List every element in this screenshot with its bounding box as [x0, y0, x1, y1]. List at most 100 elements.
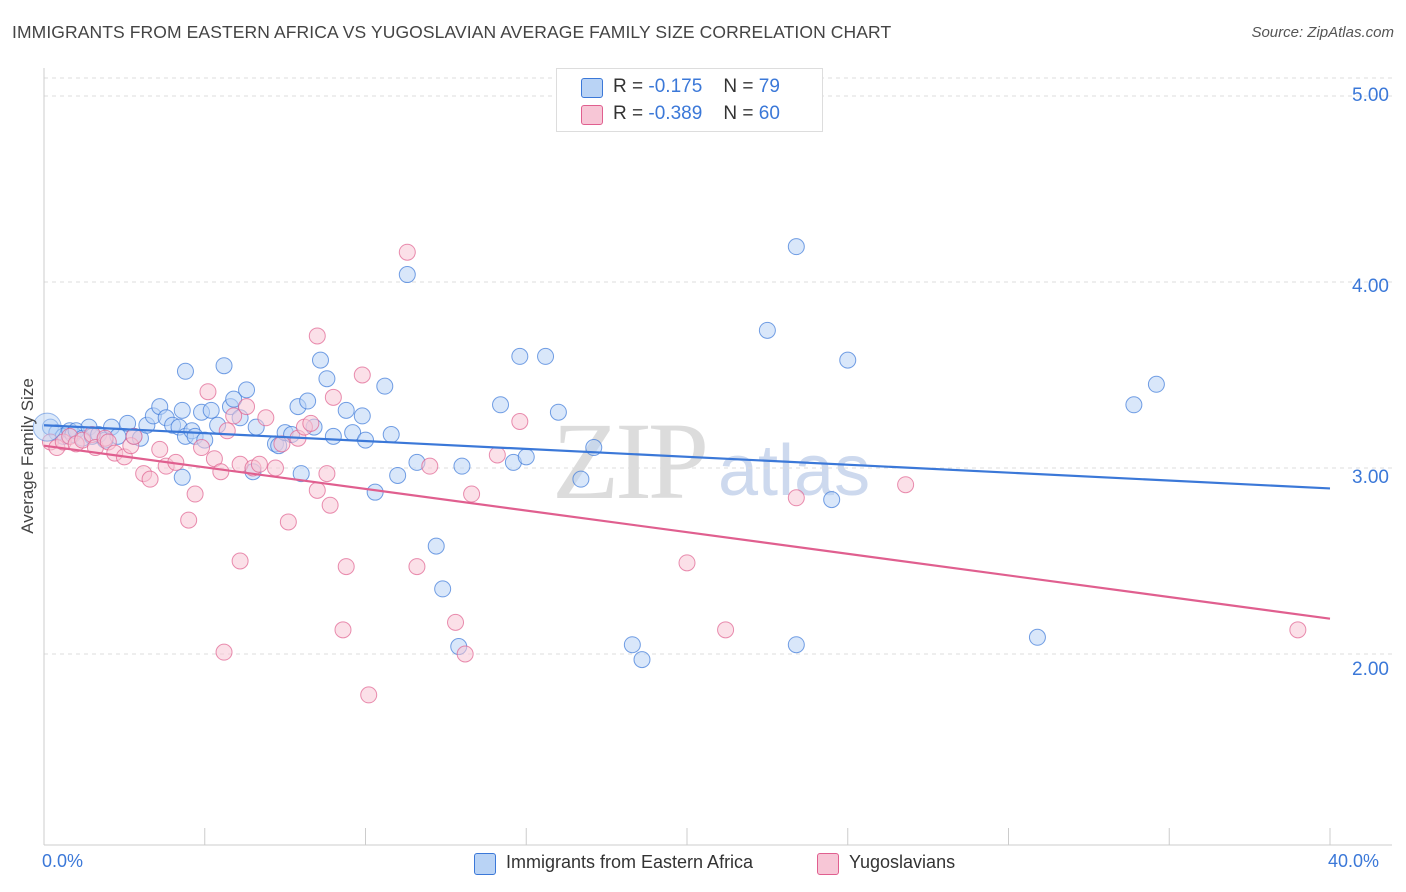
eastern-africa-point	[202, 401, 220, 419]
yugoslavian-point	[456, 645, 474, 663]
yugoslavian-point	[408, 558, 426, 576]
yugoslavian-point	[353, 366, 371, 384]
eastern-africa-point	[511, 347, 529, 365]
source-label: Source: ZipAtlas.com	[1251, 24, 1394, 41]
pink-swatch-icon	[817, 853, 839, 875]
yugoslavian-point	[141, 470, 159, 488]
eastern-africa-point	[337, 401, 355, 419]
yugoslavian-point	[787, 489, 805, 507]
yugoslavian-point	[717, 621, 735, 639]
legend-label: Yugoslavians	[849, 852, 956, 872]
n-label: N =	[723, 103, 754, 124]
yugoslavian-point	[231, 552, 249, 570]
blue-swatch-icon	[474, 853, 496, 875]
eastern-africa-point	[517, 448, 535, 466]
yugoslavian-point	[250, 455, 268, 473]
eastern-africa-point	[1028, 628, 1046, 646]
yugoslavian-point	[193, 439, 211, 457]
yugoslavian-point	[511, 413, 529, 430]
yugoslavian-point	[180, 511, 198, 529]
eastern-africa-point	[366, 483, 384, 501]
eastern-africa-point	[492, 396, 510, 414]
yugoslavian-point	[279, 513, 297, 531]
yugoslavian-point	[308, 481, 326, 499]
watermark-zip: ZIP	[552, 400, 709, 522]
r-value: -0.389	[648, 103, 703, 124]
yugoslavian-point	[463, 485, 481, 503]
yugoslavian-point	[238, 398, 256, 416]
y-tick-label-3: 3.00	[1352, 467, 1389, 488]
eastern-africa-point	[176, 362, 194, 380]
yugoslavian-point	[421, 457, 439, 475]
eastern-africa-point	[572, 470, 590, 488]
eastern-africa-point	[1147, 375, 1165, 393]
eastern-africa-point	[758, 321, 776, 339]
yugoslavian-point	[318, 465, 336, 483]
n-label: N =	[723, 76, 754, 97]
n-value: 60	[758, 103, 780, 124]
eastern-africa-point	[299, 392, 317, 410]
eastern-africa-point	[434, 580, 452, 598]
eastern-africa-point	[398, 266, 416, 284]
yugoslavian-point	[218, 422, 236, 440]
yugoslavian-point	[488, 446, 506, 464]
legend-label: Immigrants from Eastern Africa	[506, 852, 754, 872]
eastern-africa-point	[215, 357, 233, 375]
eastern-africa-point	[324, 427, 342, 445]
n-value: 79	[758, 76, 780, 97]
eastern-africa-point	[173, 401, 191, 419]
eastern-africa-point	[787, 238, 805, 256]
eastern-africa-point	[353, 407, 371, 425]
y-tick-label-2: 2.00	[1352, 659, 1389, 680]
y-tick-label-4: 4.00	[1352, 276, 1389, 297]
x-tick-label-min: 0.0%	[42, 851, 84, 871]
yugoslavian-point	[199, 383, 217, 401]
yugoslavian-trendline	[43, 444, 1331, 620]
eastern-africa-point	[225, 390, 243, 408]
yugoslavian-point	[1289, 621, 1307, 639]
yugoslavian-point	[897, 476, 915, 494]
yugoslavian-point	[360, 686, 378, 704]
eastern-africa-point	[238, 381, 256, 399]
yugoslavian-point	[212, 463, 230, 481]
yugoslavian-point	[447, 613, 465, 631]
eastern-africa-point	[1125, 396, 1143, 414]
eastern-africa-point	[633, 651, 651, 669]
eastern-africa-point	[173, 468, 191, 486]
eastern-africa-point	[787, 636, 805, 654]
yugoslavian-point	[125, 427, 143, 445]
eastern-africa-point	[427, 537, 445, 555]
y-tick-label-5: 5.00	[1352, 85, 1389, 106]
yugoslavian-point	[215, 643, 233, 661]
yugoslavian-point	[151, 440, 169, 458]
eastern-africa-point	[823, 491, 841, 509]
eastern-africa-point	[537, 347, 555, 365]
eastern-africa-point	[292, 465, 310, 483]
eastern-africa-point	[389, 466, 407, 484]
yugoslavian-point	[308, 327, 326, 345]
r-label: R =	[613, 76, 644, 97]
yugoslavian-point	[337, 558, 355, 576]
y-axis-label: Average Family Size	[18, 378, 37, 534]
yugoslavian-point	[334, 621, 352, 639]
eastern-africa-trendline	[43, 424, 1331, 490]
yugoslavian-point	[266, 459, 284, 477]
stats-legend: R = -0.175 N = 79 R = -0.389 N = 60	[556, 68, 823, 132]
yugoslavian-point	[257, 409, 275, 427]
eastern-africa-point	[376, 377, 394, 395]
yugoslavian-point	[321, 496, 339, 514]
yugoslavian-point	[225, 407, 243, 425]
eastern-africa-point	[839, 351, 857, 369]
r-value: -0.175	[648, 76, 703, 97]
chart-title: IMMIGRANTS FROM EASTERN AFRICA VS YUGOSL…	[12, 22, 892, 42]
yugoslavian-point	[398, 243, 416, 261]
pink-swatch-icon	[581, 105, 603, 125]
x-tick-label-max: 40.0%	[1328, 851, 1380, 871]
yugoslavian-point	[678, 554, 696, 572]
eastern-africa-point	[623, 636, 641, 654]
r-label: R =	[613, 103, 644, 124]
eastern-africa-point	[549, 403, 567, 421]
eastern-africa-point	[453, 457, 471, 475]
yugoslavian-point	[324, 388, 342, 406]
